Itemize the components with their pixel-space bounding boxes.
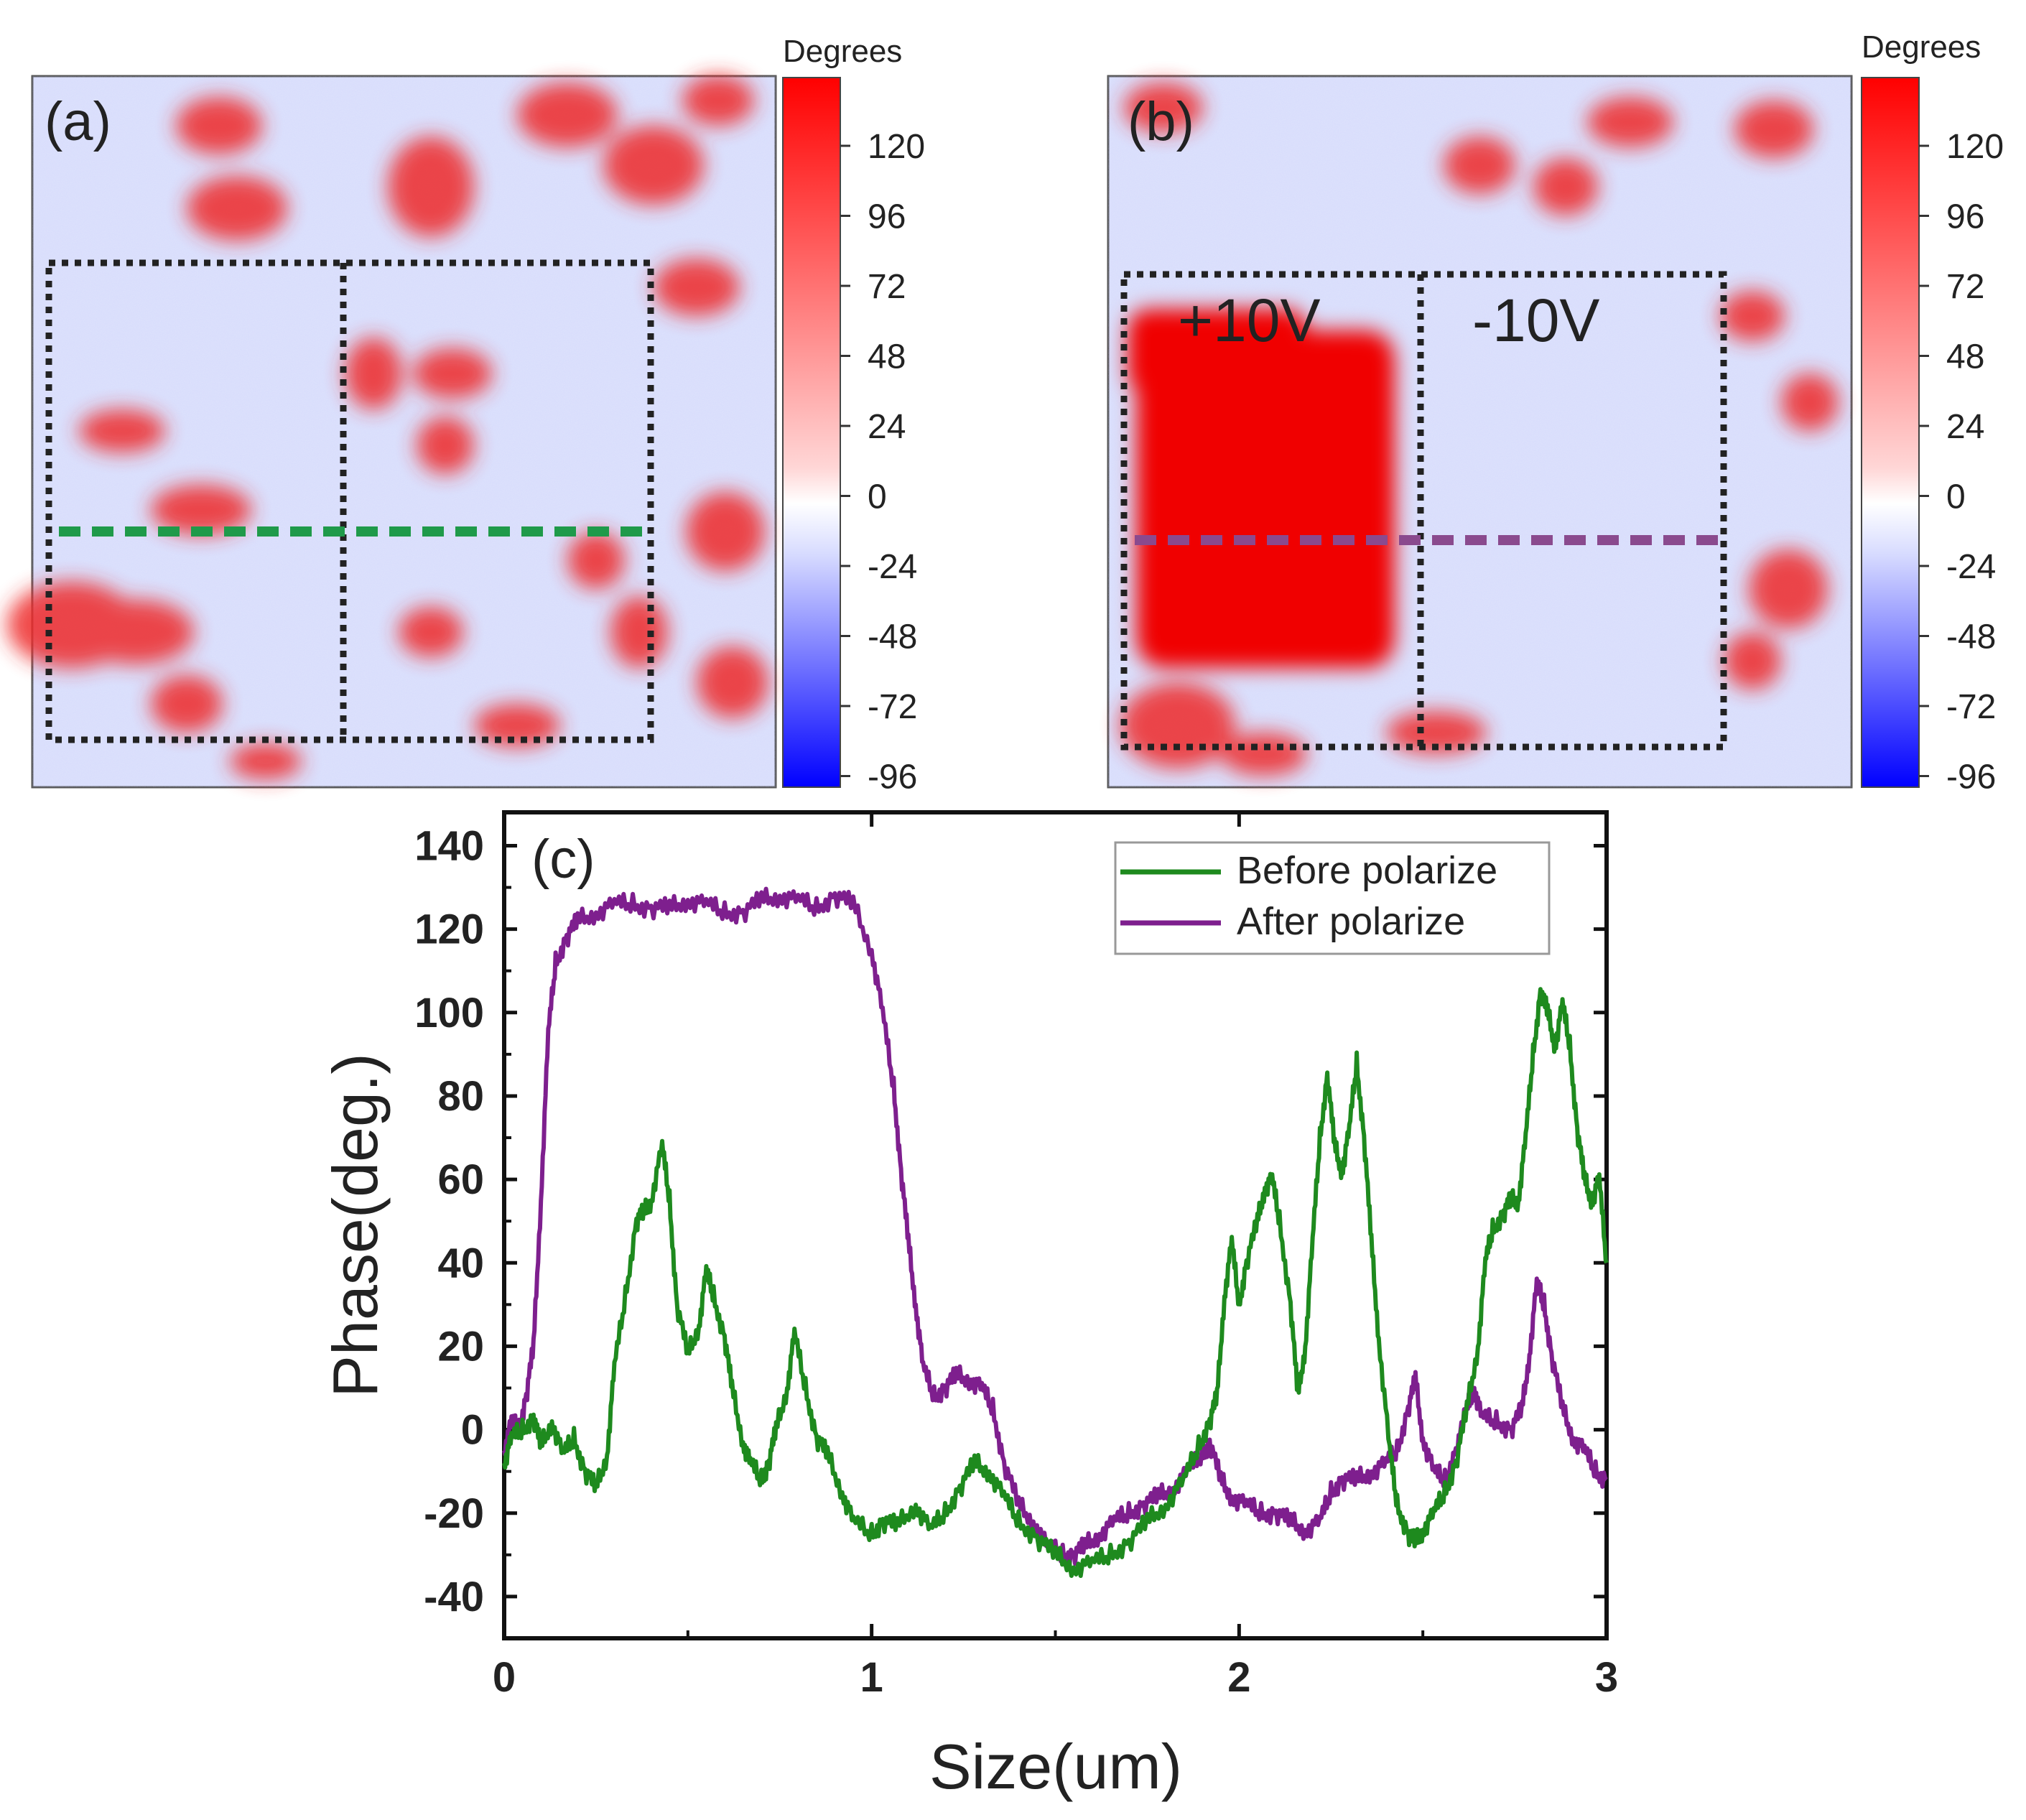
y-tick-label: 120 — [414, 906, 484, 953]
colorbar-tick-label: 0 — [1946, 478, 1966, 516]
panel-label-a: (a) — [45, 91, 111, 152]
y-tick-label: 100 — [414, 990, 484, 1036]
colorbar-tick-label: -72 — [1946, 688, 1996, 726]
y-axis-label: Phase(deg.) — [320, 1053, 391, 1397]
colorbar-tick-label: -96 — [868, 758, 917, 797]
y-tick-label: -40 — [424, 1574, 484, 1620]
y-tick-label: 140 — [414, 822, 484, 869]
y-tick-label: 0 — [461, 1407, 484, 1454]
colorbar-a: Degrees 120 96 72 48 24 0 -24 -48 -72 -96 — [782, 34, 925, 797]
y-tick-label: 20 — [437, 1323, 484, 1370]
region-label-plus: +10V — [1178, 287, 1321, 354]
phase-map-b: (b) +10V -10V — [1107, 75, 1853, 789]
colorbar-tick-label: 72 — [1946, 268, 1984, 306]
colorbar-tick-label: 0 — [868, 478, 887, 516]
legend-label-after: After polarize — [1237, 900, 1465, 943]
colorbar-tick-label: 120 — [868, 128, 925, 166]
colorbar-tick-label: -96 — [1946, 758, 1996, 797]
y-tick-label: 40 — [437, 1240, 484, 1286]
colorbar-tick-label: 24 — [868, 408, 906, 446]
colorbar-title-b: Degrees — [1862, 29, 1981, 65]
colorbar-tick-label: 96 — [868, 198, 906, 236]
x-tick-label: 2 — [1227, 1654, 1250, 1701]
colorbar-title-a: Degrees — [783, 34, 902, 69]
x-axis-label: Size(um) — [929, 1731, 1182, 1802]
colorbar-tick-label: 48 — [1946, 338, 1984, 376]
colorbar-tick-label: -24 — [868, 548, 917, 586]
x-tick-label: 3 — [1595, 1654, 1618, 1701]
colorbar-tick-label: 24 — [1946, 408, 1984, 446]
x-tick-label: 0 — [493, 1654, 516, 1701]
colorbar-tick-label: 72 — [868, 268, 906, 306]
legend: Before polarize After polarize — [1114, 841, 1551, 955]
y-tick-label: 60 — [437, 1156, 484, 1203]
phase-line-chart: -40 -20 0 20 40 60 80 100 120 140 0 1 2 3 (c) Size(u… — [320, 810, 1618, 1802]
y-tick-label: -20 — [424, 1490, 484, 1537]
panel-label-b: (b) — [1128, 91, 1194, 152]
colorbar-tick-label: 96 — [1946, 198, 1984, 236]
y-tick-label: 80 — [437, 1073, 484, 1120]
region-label-minus: -10V — [1472, 287, 1599, 354]
legend-label-before: Before polarize — [1237, 849, 1497, 892]
colorbar-tick-label: -24 — [1946, 548, 1996, 586]
colorbar-tick-label: -72 — [868, 688, 917, 726]
colorbar-b: Degrees 120 96 72 48 24 0 -24 -48 -72 -96 — [1861, 29, 2004, 797]
colorbar-tick-label: -48 — [1946, 618, 1996, 656]
colorbar-tick-label: 48 — [868, 338, 906, 376]
colorbar-tick-label: 120 — [1946, 128, 2004, 166]
x-tick-label: 1 — [860, 1654, 883, 1701]
panel-label-c: (c) — [531, 829, 595, 890]
phase-map-a: (a) — [7, 75, 777, 789]
colorbar-tick-label: -48 — [868, 618, 917, 656]
series-line-0 — [502, 987, 1609, 1578]
